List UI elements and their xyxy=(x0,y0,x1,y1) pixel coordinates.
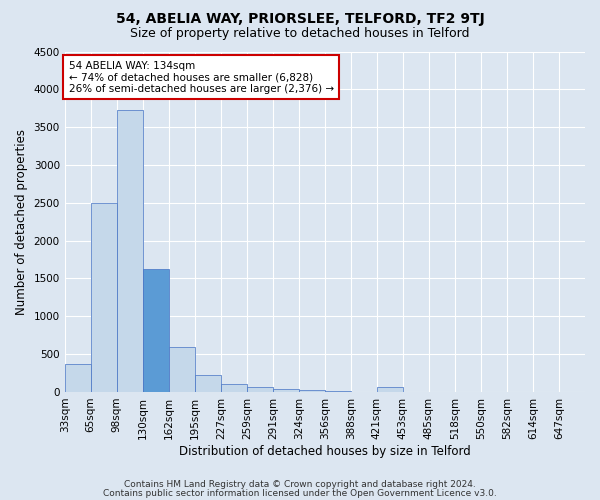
Text: 54 ABELIA WAY: 134sqm
← 74% of detached houses are smaller (6,828)
26% of semi-d: 54 ABELIA WAY: 134sqm ← 74% of detached … xyxy=(68,60,334,94)
Bar xyxy=(91,203,117,392)
Bar xyxy=(377,388,403,392)
Text: Size of property relative to detached houses in Telford: Size of property relative to detached ho… xyxy=(130,28,470,40)
Text: Contains HM Land Registry data © Crown copyright and database right 2024.: Contains HM Land Registry data © Crown c… xyxy=(124,480,476,489)
Y-axis label: Number of detached properties: Number of detached properties xyxy=(15,128,28,314)
X-axis label: Distribution of detached houses by size in Telford: Distribution of detached houses by size … xyxy=(179,444,471,458)
Bar xyxy=(299,390,325,392)
Bar xyxy=(273,389,299,392)
Bar xyxy=(195,375,221,392)
Text: 54, ABELIA WAY, PRIORSLEE, TELFORD, TF2 9TJ: 54, ABELIA WAY, PRIORSLEE, TELFORD, TF2 … xyxy=(116,12,484,26)
Bar xyxy=(325,391,351,392)
Bar xyxy=(247,387,273,392)
Bar xyxy=(143,269,169,392)
Bar xyxy=(169,346,195,392)
Bar xyxy=(65,364,91,392)
Text: Contains public sector information licensed under the Open Government Licence v3: Contains public sector information licen… xyxy=(103,488,497,498)
Bar xyxy=(221,384,247,392)
Bar xyxy=(117,110,143,392)
